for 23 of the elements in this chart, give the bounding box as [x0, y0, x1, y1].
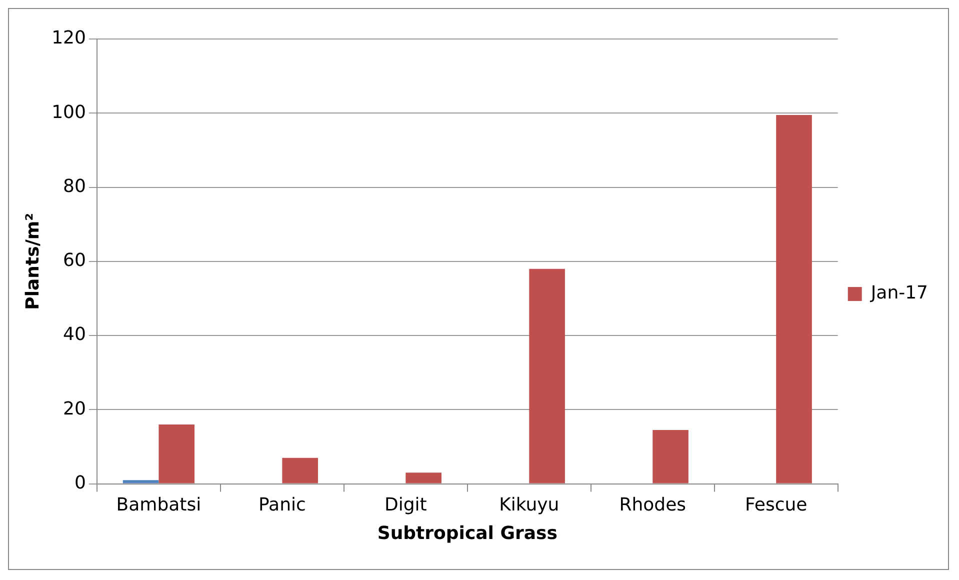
bar — [406, 472, 442, 484]
y-tick-label: 20 — [63, 398, 86, 420]
y-tick-label: 100 — [52, 102, 86, 123]
y-tick-label: 60 — [63, 250, 86, 272]
bar — [776, 114, 812, 484]
bar — [529, 268, 565, 484]
x-tick-label: Rhodes — [619, 494, 686, 516]
bar — [652, 430, 688, 484]
x-tick-label: Panic — [258, 494, 306, 516]
x-tick-label: Digit — [384, 494, 427, 516]
y-tick-label: 120 — [52, 28, 86, 49]
x-tick-label: Fescue — [745, 494, 808, 516]
y-tick-label: 80 — [63, 176, 86, 197]
x-tick-label: Bambatsi — [116, 494, 202, 516]
x-axis-title: Subtropical Grass — [377, 522, 558, 544]
bar — [158, 424, 195, 484]
x-tick-label: Kikuyu — [499, 494, 560, 516]
y-tick-label: 40 — [63, 324, 86, 346]
bar — [282, 458, 318, 484]
bar — [122, 480, 159, 484]
y-tick-label: 0 — [74, 472, 86, 494]
y-axis-title: Plants/m² — [22, 212, 44, 310]
legend-label: Jan-17 — [870, 282, 928, 304]
